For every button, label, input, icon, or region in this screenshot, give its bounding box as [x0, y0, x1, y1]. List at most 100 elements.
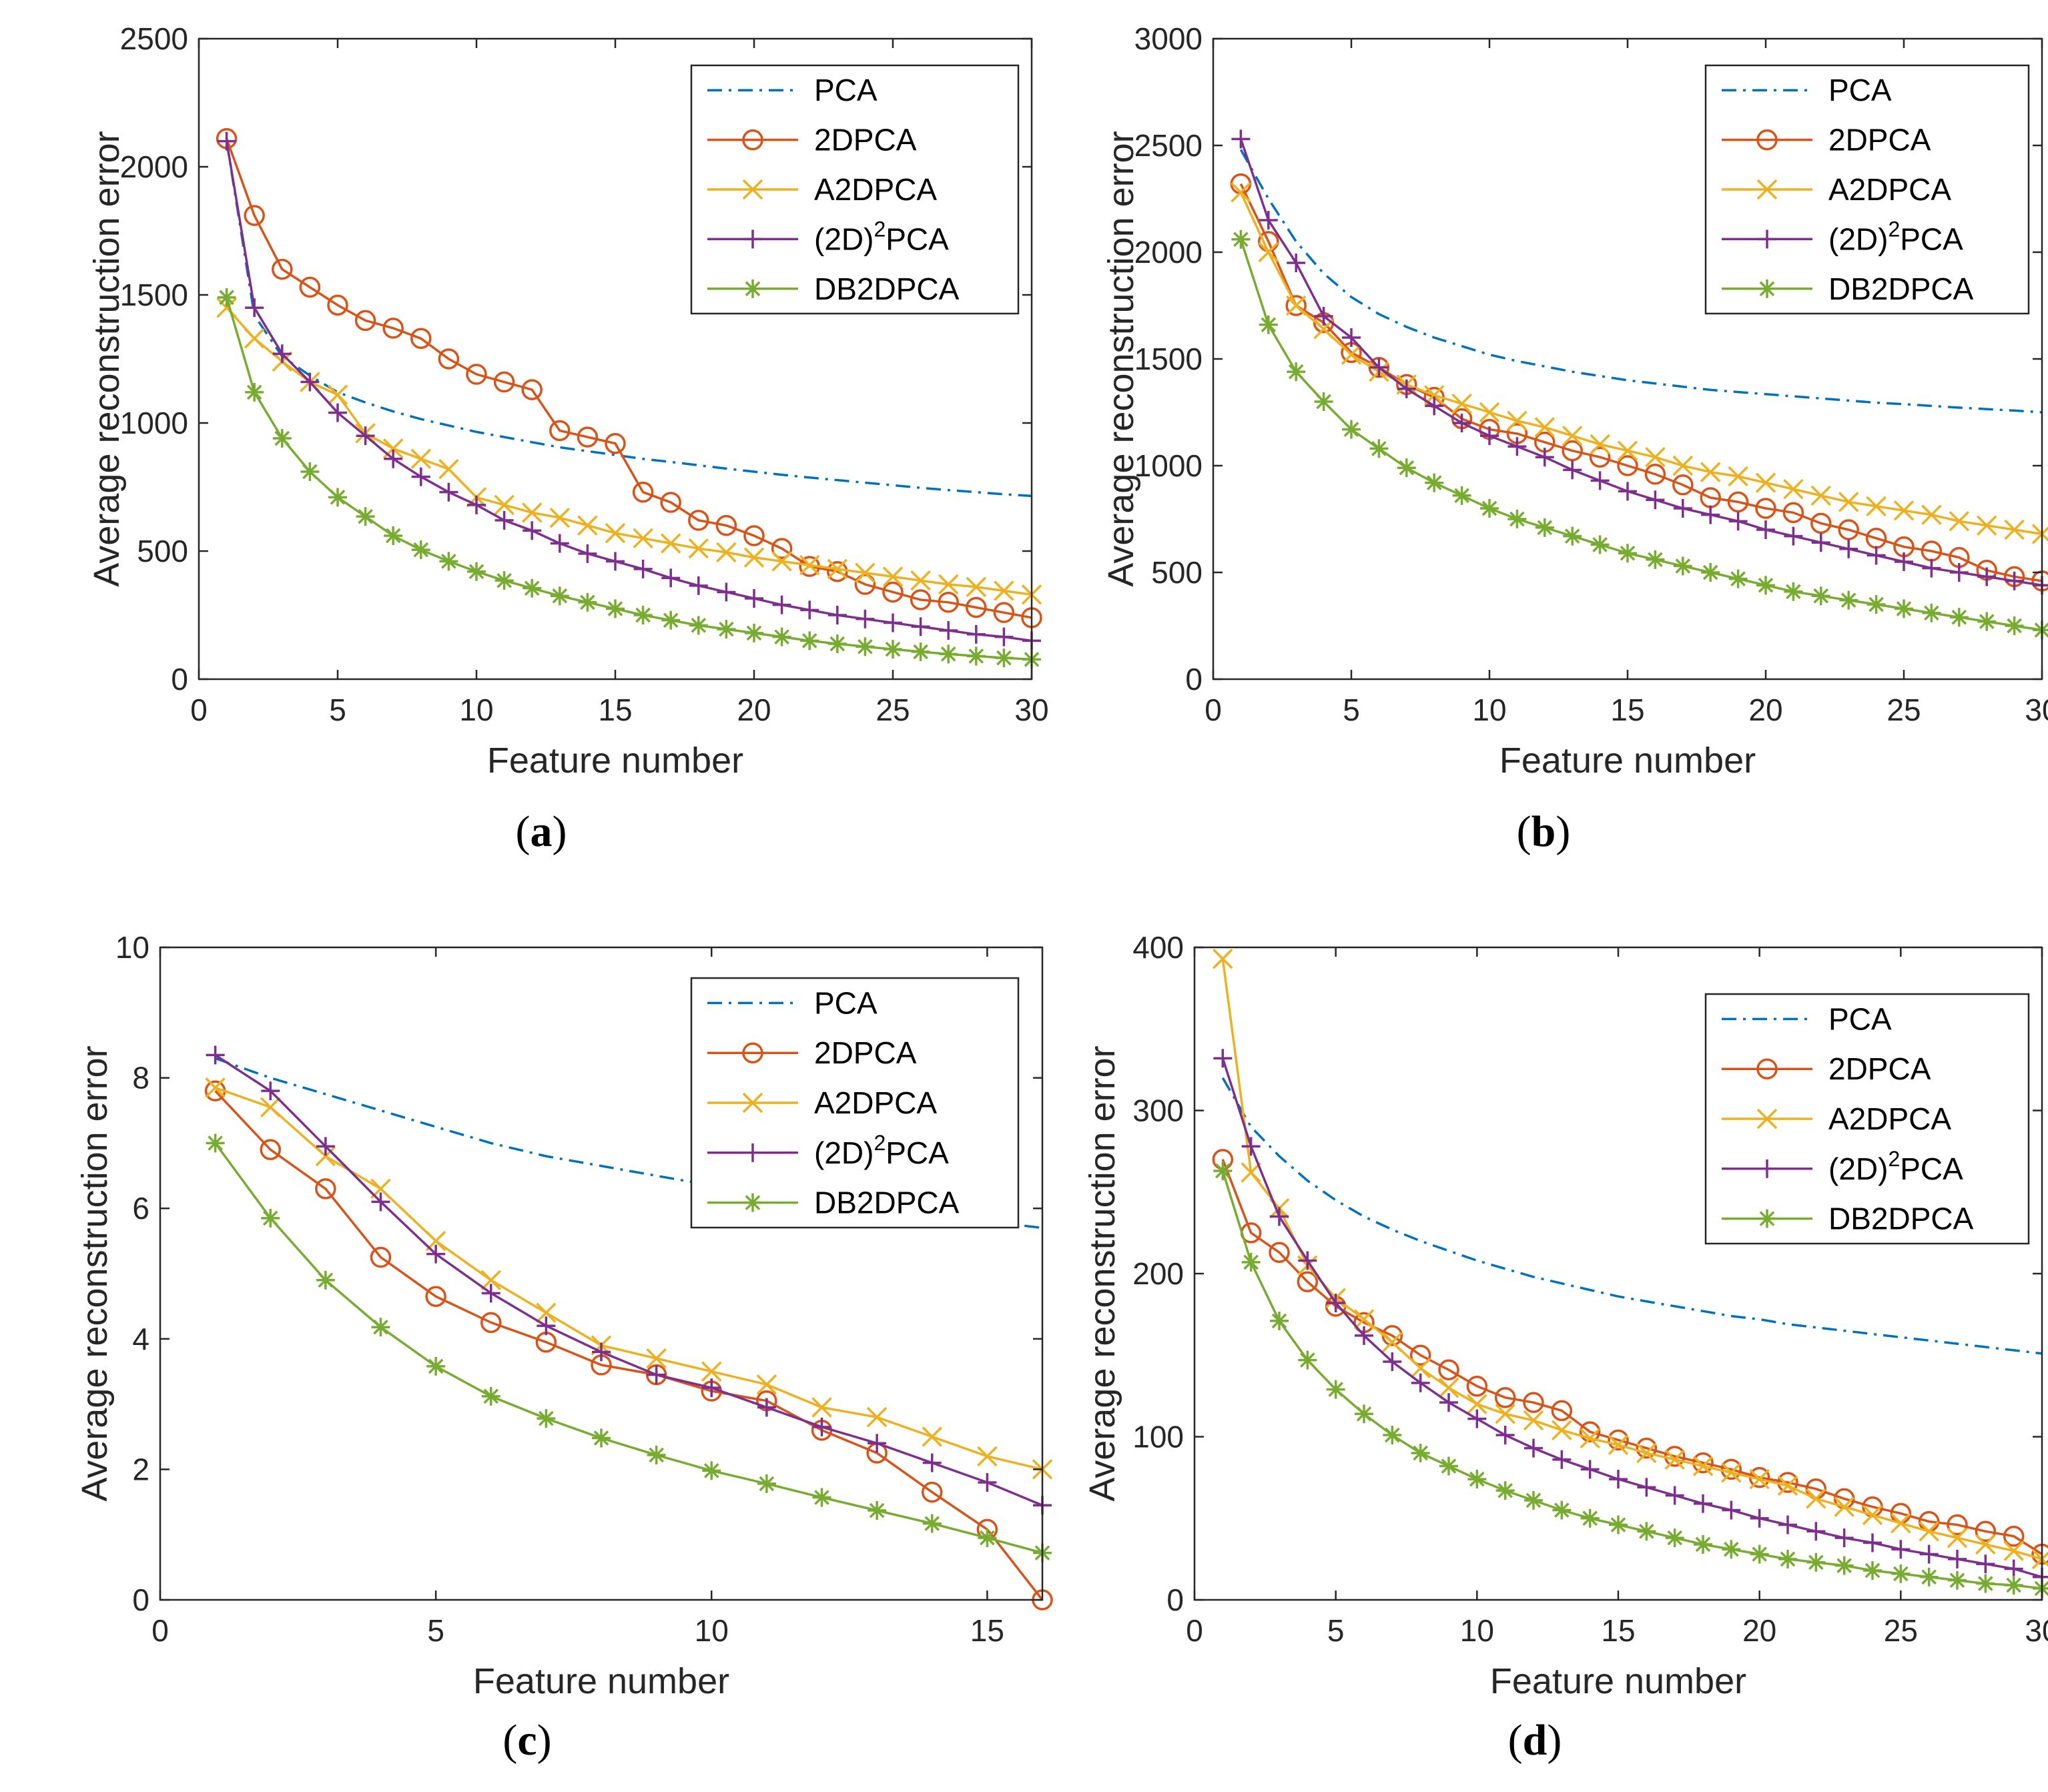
legend-a: PCA 2DPCA A2DPCA (2D)2PCA DB2DPCA	[690, 64, 1020, 315]
data-point-2d2pca-d-1	[1213, 1049, 1233, 1068]
data-point-a2dpca-a-25	[882, 566, 904, 587]
data-point-2d2pca-d-18	[1694, 1494, 1712, 1513]
data-point-a2dpca-c-2	[260, 1097, 281, 1117]
data-point-2dpca-d-29	[2003, 1525, 2025, 1547]
data-point-2dpca-d-8	[1409, 1344, 1431, 1366]
data-point-a2dpca-a-22	[799, 554, 820, 576]
data-point-a2dpca-b-10	[1479, 402, 1500, 423]
caption-b: (b)	[1517, 807, 1571, 856]
legend-label-a2dpca-b: A2DPCA	[1828, 172, 1951, 207]
x-tick-label-d: 5	[1327, 1613, 1345, 1648]
data-point-2dpca-a-12	[521, 379, 543, 400]
data-point-db2dpca-d-1	[1213, 1161, 1233, 1180]
data-point-2d2pca-b-27	[1949, 563, 1969, 582]
data-point-a2dpca-d-12	[1523, 1410, 1544, 1431]
data-point-2d2pca-d-21	[1778, 1515, 1797, 1534]
data-point-a2dpca-b-16	[1645, 446, 1666, 468]
data-point-2d2pca-c-4	[371, 1192, 390, 1212]
data-point-db2dpca-a-2	[245, 382, 264, 402]
x-axis-label-d: Feature number	[1490, 1661, 1746, 1701]
series-line-a2dpca-a	[226, 307, 1032, 596]
data-point-db2dpca-d-22	[1806, 1552, 1826, 1572]
legend-label-db2dpca-a: DB2DPCA	[814, 272, 960, 306]
data-point-a2dpca-d-16	[1636, 1442, 1657, 1464]
legend-label-2dpca-b: 2DPCA	[1828, 123, 1931, 157]
y-tick-label-b: 1500	[1134, 342, 1203, 376]
legend-label-2dpca-a: 2DPCA	[814, 123, 917, 157]
data-point-db2dpca-d-29	[2004, 1575, 2023, 1595]
data-point-a2dpca-d-1	[1213, 948, 1233, 969]
data-point-a2dpca-c-7	[536, 1302, 557, 1323]
data-point-a2dpca-b-22	[1810, 485, 1832, 506]
data-point-a2dpca-b-13	[1562, 425, 1583, 446]
data-point-a2dpca-d-22	[1806, 1488, 1826, 1509]
data-point-db2dpca-c-15	[978, 1528, 997, 1548]
data-point-db2dpca-d-14	[1580, 1508, 1600, 1528]
data-point-db2dpca-c-1	[206, 1134, 225, 1153]
data-point-2d2pca-d-22	[1806, 1522, 1826, 1541]
data-point-2d2pca-a-26	[911, 617, 930, 636]
data-point-db2dpca-b-16	[1646, 550, 1665, 569]
data-point-a2dpca-a-13	[549, 507, 571, 528]
data-point-2dpca-a-21	[771, 538, 793, 559]
data-point-2dpca-d-16	[1636, 1437, 1658, 1459]
data-point-2d2pca-b-10	[1480, 426, 1499, 446]
data-point-2d2pca-b-20	[1756, 520, 1775, 539]
data-point-a2dpca-b-17	[1672, 455, 1694, 476]
data-point-2dpca-a-4	[299, 276, 321, 298]
legend-label-2d2pca-a: (2D)2PCA	[814, 217, 949, 256]
x-tick-label-a: 20	[737, 693, 771, 727]
data-point-2d2pca-a-19	[717, 582, 736, 602]
data-point-db2dpca-d-20	[1750, 1544, 1769, 1564]
legend-c: PCA 2DPCA A2DPCA (2D)2PCA DB2DPCA	[690, 977, 1020, 1229]
data-point-2d2pca-b-17	[1673, 499, 1692, 518]
x-tick-label-a: 25	[876, 693, 910, 727]
data-point-db2dpca-d-19	[1722, 1540, 1741, 1559]
legend-marker-a2dpca-a	[742, 179, 763, 200]
data-point-db2dpca-a-27	[939, 644, 958, 664]
data-point-2d2pca-c-14	[922, 1453, 942, 1472]
data-point-2d2pca-b-24	[1866, 546, 1886, 565]
panel-d: 0510152025300100200300400Feature numberA…	[1082, 930, 2048, 1701]
y-tick-label-b: 1000	[1134, 448, 1203, 483]
data-point-a2dpca-c-1	[205, 1077, 226, 1098]
data-point-2d2pca-c-2	[261, 1081, 280, 1101]
data-point-db2dpca-a-7	[384, 526, 403, 545]
y-tick-label-a: 1500	[120, 278, 188, 312]
legend-marker-2d2pca-d	[1758, 1159, 1776, 1178]
legend-label-db2dpca-d: DB2DPCA	[1828, 1202, 1974, 1236]
data-point-2dpca-a-26	[910, 589, 932, 610]
data-point-a2dpca-d-11	[1495, 1404, 1515, 1424]
data-point-2d2pca-c-12	[812, 1417, 831, 1436]
data-point-db2dpca-d-18	[1694, 1534, 1712, 1554]
data-point-2d2pca-b-4	[1314, 307, 1333, 326]
data-point-db2dpca-b-1	[1231, 230, 1251, 249]
data-point-a2dpca-d-2	[1241, 1162, 1261, 1183]
data-point-2d2pca-b-16	[1646, 490, 1665, 510]
y-tick-label-a: 1000	[120, 406, 188, 440]
data-point-2d2pca-a-25	[884, 613, 902, 632]
data-point-2dpca-a-20	[743, 525, 765, 546]
x-tick-label-b: 20	[1748, 693, 1782, 727]
data-point-db2dpca-d-6	[1355, 1404, 1373, 1424]
data-point-2d2pca-b-22	[1811, 533, 1830, 552]
data-point-db2dpca-c-5	[426, 1356, 446, 1376]
data-point-2dpca-b-17	[1672, 474, 1694, 496]
data-point-2d2pca-d-13	[1552, 1450, 1572, 1469]
x-tick-label-a: 0	[190, 693, 208, 727]
data-point-a2dpca-d-29	[2003, 1540, 2024, 1561]
data-point-db2dpca-a-18	[689, 616, 708, 635]
data-point-2dpca-c-6	[480, 1312, 502, 1334]
data-point-2d2pca-d-2	[1241, 1137, 1261, 1156]
data-point-a2dpca-b-24	[1866, 496, 1887, 517]
y-tick-label-d: 0	[1166, 1583, 1184, 1617]
data-point-db2dpca-d-28	[1976, 1574, 1995, 1593]
legend-marker-db2dpca-d	[1758, 1209, 1776, 1228]
y-tick-label-b: 2500	[1134, 128, 1203, 163]
data-point-a2dpca-b-3	[1285, 295, 1307, 316]
data-point-a2dpca-c-13	[866, 1406, 888, 1428]
data-point-db2dpca-b-22	[1811, 586, 1830, 606]
data-point-a2dpca-a-16	[633, 528, 653, 549]
data-point-db2dpca-a-11	[494, 571, 514, 590]
